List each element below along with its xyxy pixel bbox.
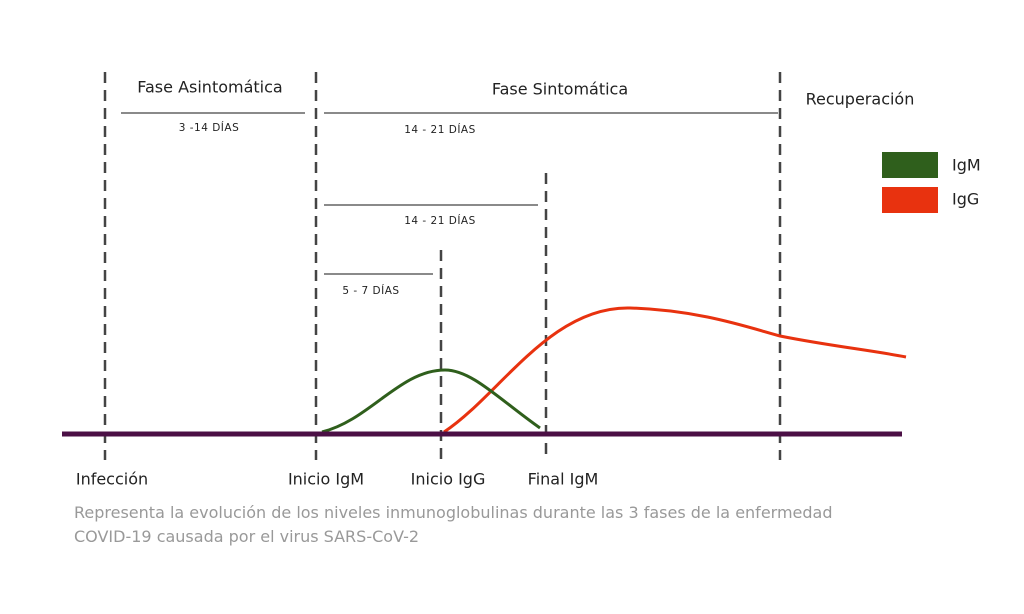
legend-label: IgG xyxy=(952,190,979,209)
phase-title: Recuperación xyxy=(806,90,915,109)
duration-label: 5 - 7 DÍAS xyxy=(342,284,399,297)
milestone-label: Final IgM xyxy=(528,470,599,489)
igg-curve xyxy=(443,306,907,434)
legend-label: IgM xyxy=(952,156,981,175)
duration-label: 3 -14 DÍAS xyxy=(179,121,240,134)
caption: COVID-19 causada por el virus SARS-CoV-2 xyxy=(74,527,419,546)
legend-swatch xyxy=(882,152,938,178)
milestone-label: Inicio IgM xyxy=(288,470,364,489)
phase-title: Fase Sintomática xyxy=(492,80,628,99)
caption: Representa la evolución de los niveles i… xyxy=(74,503,833,522)
igm-curve xyxy=(321,368,541,434)
legend-swatch xyxy=(882,187,938,213)
milestone-label: Infección xyxy=(76,470,148,489)
duration-label: 14 - 21 DÍAS xyxy=(404,123,476,136)
duration-label: 14 - 21 DÍAS xyxy=(404,214,476,227)
milestone-label: Inicio IgG xyxy=(411,470,486,489)
phase-title: Fase Asintomática xyxy=(137,78,282,97)
